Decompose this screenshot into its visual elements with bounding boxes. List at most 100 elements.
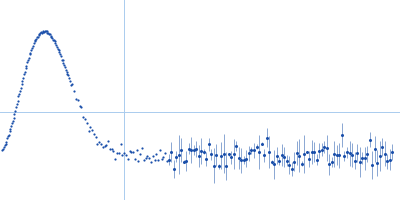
Point xyxy=(78,105,84,108)
Point xyxy=(91,132,97,135)
Point xyxy=(13,105,19,109)
Point xyxy=(22,70,28,73)
Point xyxy=(49,37,56,40)
Point xyxy=(22,67,29,70)
Point xyxy=(63,69,69,72)
Point xyxy=(34,35,41,38)
Point xyxy=(17,89,23,92)
Point xyxy=(121,152,127,155)
Point xyxy=(28,48,34,51)
Point xyxy=(38,31,44,34)
Point xyxy=(21,73,27,76)
Point xyxy=(164,159,170,162)
Point xyxy=(35,34,42,37)
Point xyxy=(52,42,59,45)
Point xyxy=(8,125,14,128)
Point xyxy=(50,38,56,41)
Point xyxy=(46,32,52,35)
Point xyxy=(45,31,51,35)
Point xyxy=(141,158,147,161)
Point xyxy=(128,151,134,154)
Point xyxy=(162,152,168,155)
Point xyxy=(60,59,66,62)
Point xyxy=(47,34,54,37)
Point xyxy=(96,141,102,144)
Point xyxy=(51,38,57,42)
Point xyxy=(26,52,33,56)
Point xyxy=(56,50,63,53)
Point xyxy=(40,30,46,33)
Point xyxy=(15,95,22,98)
Point xyxy=(14,100,21,103)
Point xyxy=(82,118,88,121)
Point xyxy=(24,60,30,63)
Point xyxy=(19,79,26,82)
Point xyxy=(11,112,18,116)
Point xyxy=(119,153,126,156)
Point xyxy=(60,61,67,64)
Point xyxy=(151,159,158,162)
Point xyxy=(33,37,39,40)
Point xyxy=(157,149,163,152)
Point xyxy=(37,31,43,34)
Point xyxy=(73,98,79,101)
Point xyxy=(123,153,129,156)
Point xyxy=(65,74,72,77)
Point xyxy=(153,153,160,156)
Point xyxy=(0,148,6,151)
Point xyxy=(12,109,18,113)
Point xyxy=(32,38,38,42)
Point xyxy=(76,104,83,107)
Point xyxy=(142,157,149,160)
Point xyxy=(48,35,55,38)
Point xyxy=(103,144,110,147)
Point xyxy=(9,121,15,125)
Point xyxy=(18,86,24,90)
Point xyxy=(124,158,131,161)
Point xyxy=(44,31,50,34)
Point xyxy=(112,157,118,161)
Point xyxy=(41,30,47,33)
Point xyxy=(36,32,42,36)
Point xyxy=(23,64,30,67)
Point xyxy=(46,32,53,36)
Point xyxy=(7,127,14,131)
Point xyxy=(66,77,72,80)
Point xyxy=(68,83,74,86)
Point xyxy=(39,30,46,33)
Point xyxy=(10,116,17,119)
Point xyxy=(67,79,73,82)
Point xyxy=(10,119,16,123)
Point xyxy=(55,47,61,51)
Point xyxy=(3,140,10,143)
Point xyxy=(54,45,60,48)
Point xyxy=(69,83,76,86)
Point xyxy=(160,156,167,159)
Point xyxy=(107,147,113,150)
Point xyxy=(38,31,45,34)
Point xyxy=(5,135,11,138)
Point xyxy=(75,98,81,101)
Point xyxy=(6,133,12,136)
Point xyxy=(139,146,145,149)
Point xyxy=(100,146,106,149)
Point xyxy=(101,145,108,148)
Point xyxy=(130,151,136,154)
Point xyxy=(62,65,68,69)
Point xyxy=(53,43,60,46)
Point xyxy=(18,83,25,86)
Point xyxy=(30,42,37,45)
Point xyxy=(4,137,10,140)
Point xyxy=(148,160,154,164)
Point xyxy=(132,157,138,161)
Point xyxy=(20,76,26,80)
Point xyxy=(2,142,9,145)
Point xyxy=(155,158,161,161)
Point xyxy=(30,44,36,48)
Point xyxy=(58,54,64,57)
Point xyxy=(135,159,142,163)
Point xyxy=(71,90,78,93)
Point xyxy=(126,149,133,152)
Point xyxy=(98,142,104,145)
Point xyxy=(25,58,31,61)
